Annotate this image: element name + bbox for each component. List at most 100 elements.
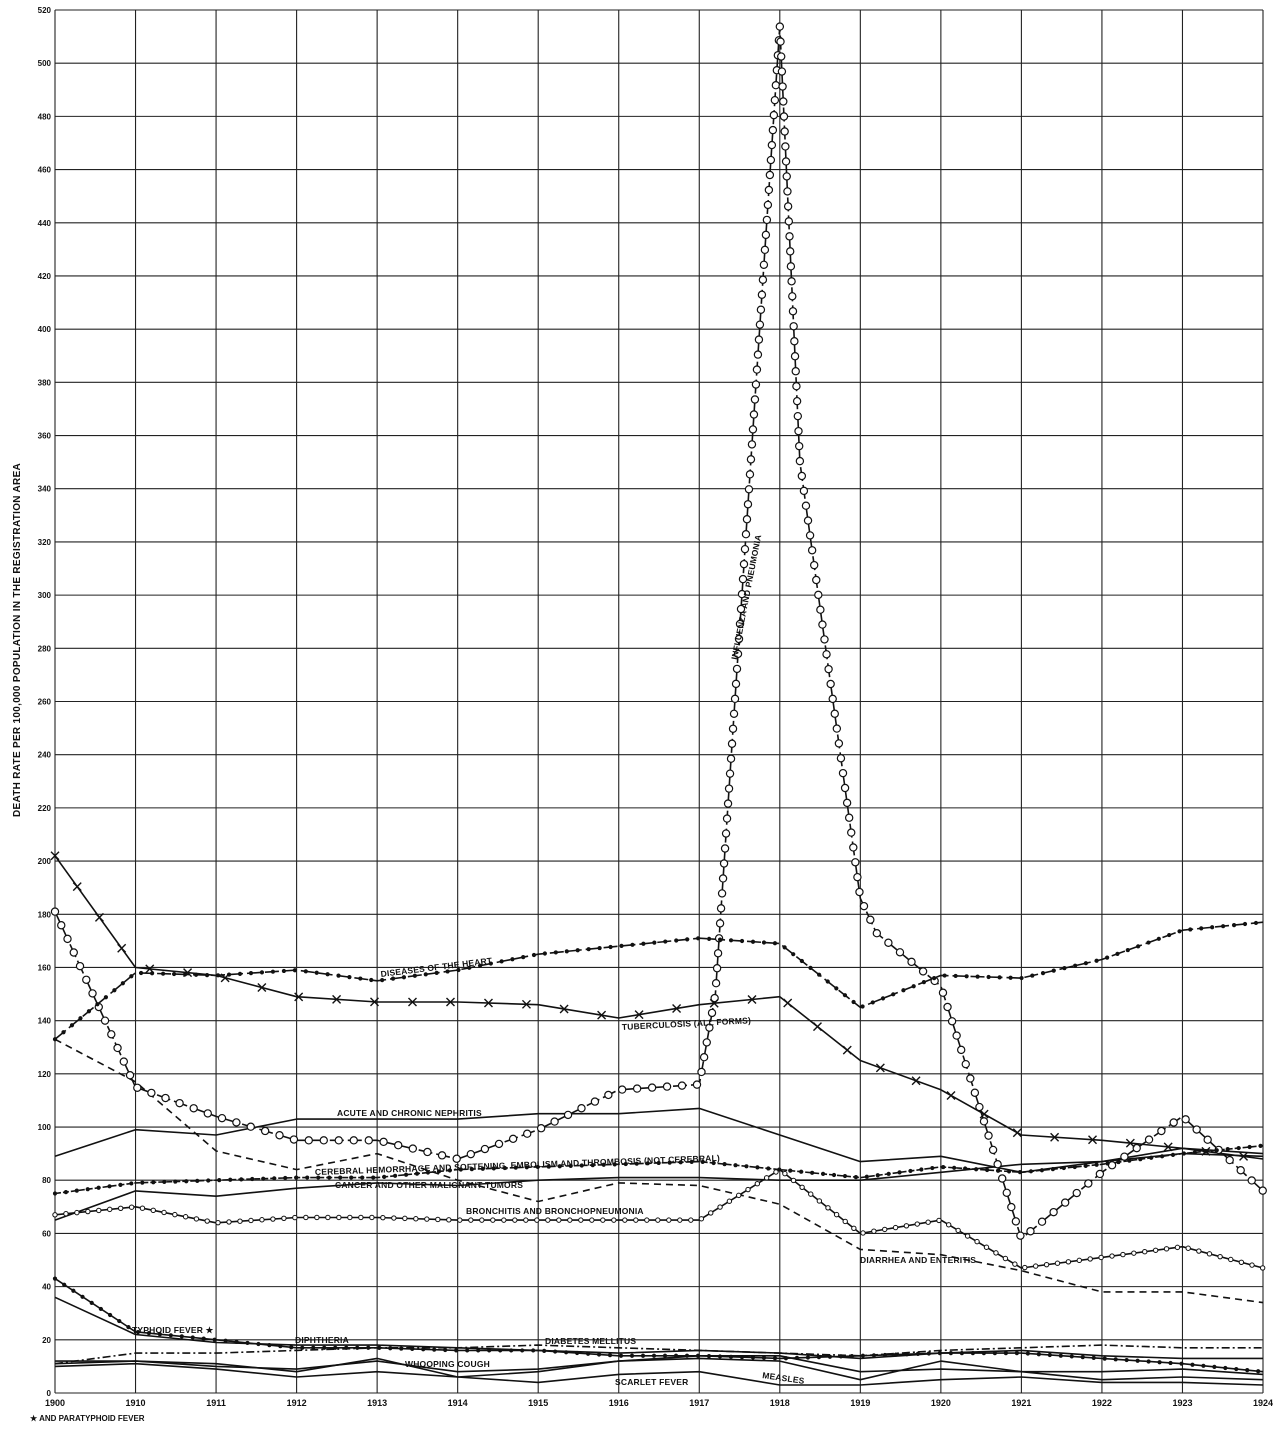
series-marker bbox=[791, 367, 800, 376]
series-marker bbox=[414, 1171, 420, 1176]
series-marker bbox=[1177, 929, 1182, 934]
series-marker bbox=[1088, 1135, 1098, 1145]
series-marker bbox=[74, 1188, 79, 1193]
series-marker bbox=[479, 1217, 485, 1223]
series-marker bbox=[1239, 1151, 1249, 1161]
series-marker bbox=[974, 1238, 980, 1245]
series-marker bbox=[897, 1170, 902, 1175]
series-marker bbox=[1043, 1261, 1050, 1268]
series-marker bbox=[748, 425, 758, 434]
series-marker bbox=[272, 1176, 277, 1181]
series-marker bbox=[724, 784, 734, 793]
series-marker bbox=[781, 157, 791, 166]
series-marker bbox=[294, 992, 304, 1002]
series-marker bbox=[1014, 1351, 1019, 1356]
series-marker bbox=[739, 1355, 745, 1360]
series-marker bbox=[794, 441, 804, 451]
series-marker bbox=[542, 1348, 547, 1353]
series-marker bbox=[1142, 1249, 1148, 1255]
series-marker bbox=[901, 988, 906, 993]
series-marker bbox=[753, 350, 763, 359]
series-marker bbox=[446, 1217, 452, 1223]
series-marker bbox=[523, 1217, 529, 1223]
series-marker bbox=[1212, 1364, 1217, 1370]
series-marker bbox=[1169, 1118, 1178, 1127]
series-line bbox=[54, 1362, 1264, 1386]
series-marker bbox=[237, 1218, 243, 1224]
series-line bbox=[54, 1344, 1263, 1365]
series-marker bbox=[959, 1351, 964, 1356]
series-marker bbox=[754, 335, 764, 344]
series-marker bbox=[797, 471, 807, 481]
series-marker bbox=[289, 1135, 299, 1144]
series-marker bbox=[849, 843, 858, 852]
series-marker bbox=[604, 1090, 613, 1100]
series-marker bbox=[915, 1351, 920, 1356]
series-marker bbox=[752, 365, 762, 374]
series-marker bbox=[1236, 1166, 1245, 1175]
series-marker bbox=[784, 217, 794, 226]
series-marker bbox=[1247, 1144, 1252, 1150]
series-marker bbox=[270, 969, 276, 974]
series-marker bbox=[402, 1215, 408, 1222]
series-marker bbox=[585, 1351, 591, 1356]
series-marker bbox=[736, 604, 746, 614]
series-marker bbox=[498, 1348, 503, 1353]
series-marker bbox=[432, 1347, 437, 1352]
series-marker bbox=[1026, 1227, 1035, 1236]
x-tick-label: 1912 bbox=[287, 1398, 307, 1408]
series-marker bbox=[1181, 1115, 1190, 1124]
series-marker bbox=[563, 1110, 573, 1120]
series-marker bbox=[61, 1030, 66, 1035]
series-marker bbox=[1125, 1138, 1135, 1148]
series-marker bbox=[360, 1175, 365, 1180]
series-marker bbox=[832, 724, 842, 733]
label-nephritis: ACUTE AND CHRONIC NEPHRITIS bbox=[337, 1108, 482, 1118]
series-marker bbox=[742, 515, 752, 524]
y-tick-label: 500 bbox=[38, 59, 52, 68]
series-marker bbox=[536, 1124, 546, 1133]
series-marker bbox=[1149, 1155, 1154, 1160]
series-marker bbox=[808, 1191, 814, 1197]
series-marker bbox=[513, 1165, 518, 1170]
series-marker bbox=[689, 1159, 694, 1164]
series-marker bbox=[789, 322, 798, 331]
series-marker bbox=[556, 1217, 562, 1223]
series-marker bbox=[336, 1214, 342, 1221]
series-marker bbox=[162, 1179, 167, 1185]
series-marker bbox=[728, 938, 734, 943]
series-marker bbox=[988, 1145, 998, 1155]
series-marker bbox=[71, 1288, 76, 1293]
x-tick-label: 1913 bbox=[367, 1398, 387, 1408]
series-marker bbox=[1007, 1202, 1016, 1212]
series-marker bbox=[1049, 1207, 1058, 1217]
series-marker bbox=[678, 1160, 683, 1165]
series-marker bbox=[758, 275, 768, 284]
series-marker bbox=[793, 411, 803, 421]
series-marker bbox=[826, 679, 835, 689]
series-marker bbox=[85, 1208, 91, 1215]
series-marker bbox=[805, 531, 815, 540]
series-marker bbox=[717, 1354, 723, 1359]
series-marker bbox=[377, 1345, 382, 1350]
series-marker bbox=[870, 1000, 875, 1005]
series-marker bbox=[981, 1351, 986, 1356]
series-marker bbox=[173, 1179, 178, 1184]
series-marker bbox=[677, 1081, 687, 1090]
series-marker bbox=[278, 1344, 283, 1349]
series-marker bbox=[872, 929, 882, 938]
series-marker bbox=[434, 970, 439, 975]
series-marker bbox=[754, 1180, 761, 1187]
series-marker bbox=[465, 1348, 470, 1353]
series-marker bbox=[388, 1346, 393, 1351]
series-marker bbox=[1109, 1253, 1115, 1259]
series-marker bbox=[696, 936, 701, 941]
series-marker bbox=[1152, 1247, 1159, 1253]
series-marker bbox=[708, 1210, 714, 1216]
series-marker bbox=[1196, 1248, 1202, 1254]
series-marker bbox=[586, 947, 591, 952]
series-marker bbox=[957, 1045, 966, 1055]
series-marker bbox=[57, 921, 66, 930]
series-marker bbox=[772, 941, 778, 946]
series-marker bbox=[568, 1163, 573, 1168]
